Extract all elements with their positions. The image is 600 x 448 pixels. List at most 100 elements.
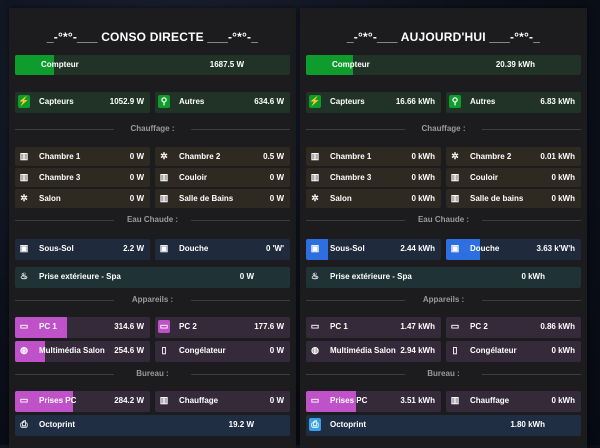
tile-prises-pc[interactable]: ▭ Prises PC 3.51 kWh bbox=[306, 391, 441, 412]
card-conso-directe: _-°*°-___ CONSO DIRECTE ___-°*°-_ Compte… bbox=[9, 8, 296, 448]
tile-salle-de-bains[interactable]: ▥ Salle de Bains 0 W bbox=[155, 189, 290, 208]
tile-couloir[interactable]: ▥ Couloir 0 W bbox=[155, 168, 290, 187]
tile-congelateur[interactable]: ▯ Congélateur 0 W bbox=[155, 341, 290, 362]
tile-label: PC 1 bbox=[330, 322, 348, 331]
water-heater-icon: ▣ bbox=[19, 243, 29, 253]
water-heater-icon: ▣ bbox=[310, 243, 320, 253]
tile-pc-2[interactable]: ▭ PC 2 0.86 kWh bbox=[446, 317, 581, 338]
tile-value: 254.6 W bbox=[114, 346, 144, 355]
section-title: Chauffage : bbox=[421, 124, 466, 133]
tile-multimedia-salon[interactable]: ◍ Multimédia Salon 2.94 kWh bbox=[306, 341, 441, 362]
sous-sol-level-bar bbox=[306, 239, 328, 260]
tile-label: Prises PC bbox=[330, 396, 368, 405]
tile-sous-sol[interactable]: ▣ Sous-Sol 2.44 kWh bbox=[306, 239, 441, 260]
section-title: Appareils : bbox=[422, 295, 465, 304]
tile-label: Couloir bbox=[470, 173, 498, 182]
tile-salon[interactable]: ✲ Salon 0 kWh bbox=[306, 189, 441, 208]
tile-autres[interactable]: ⚲ Autres 6.83 kWh bbox=[446, 92, 581, 113]
tile-autres[interactable]: ⚲ Autres 634.6 W bbox=[155, 92, 290, 113]
media-icon: ◍ bbox=[311, 345, 319, 355]
tile-value: 0 kWh bbox=[411, 194, 435, 203]
tile-prise-spa[interactable]: ♨ Prise extérieure - Spa 0 kWh bbox=[306, 267, 581, 288]
hvac-icon: ✲ bbox=[160, 151, 168, 161]
section-title: Chauffage : bbox=[130, 124, 175, 133]
tile-compteur[interactable]: Compteur 20.39 kWh bbox=[306, 55, 581, 75]
tile-prises-pc[interactable]: ▭ Prises PC 284.2 W bbox=[15, 391, 150, 412]
tile-label: Chambre 2 bbox=[470, 152, 512, 161]
tile-label: Multimédia Salon bbox=[39, 346, 105, 355]
radiator-icon: ▥ bbox=[159, 395, 169, 405]
tile-value: 0 kWh bbox=[411, 173, 435, 182]
tile-prise-spa[interactable]: ♨ Prise extérieure - Spa 0 W bbox=[15, 267, 290, 288]
monitor-icon: ▭ bbox=[19, 321, 29, 331]
tile-pc-2[interactable]: ▭ PC 2 177.6 W bbox=[155, 317, 290, 338]
tile-salon[interactable]: ✲ Salon 0 W bbox=[15, 189, 150, 208]
tile-couloir[interactable]: ▥ Couloir 0 kWh bbox=[446, 168, 581, 187]
tile-value: 0 kWh bbox=[551, 396, 575, 405]
section-chauffage: Chauffage : bbox=[15, 124, 290, 134]
tile-label: Chauffage bbox=[179, 396, 219, 405]
tile-congelateur[interactable]: ▯ Congélateur 0 kWh bbox=[446, 341, 581, 362]
tile-chambre-1[interactable]: ▥ Chambre 1 0 kWh bbox=[306, 147, 441, 166]
tile-label: PC 2 bbox=[470, 322, 488, 331]
tile-value: 20.39 kWh bbox=[495, 60, 535, 69]
section-bureau: Bureau : bbox=[15, 369, 290, 379]
tile-label: Salon bbox=[39, 194, 61, 203]
tile-label: Chambre 1 bbox=[39, 152, 81, 161]
tile-octoprint[interactable]: ⎙ Octoprint 1.80 kWh bbox=[306, 415, 581, 436]
tile-octoprint[interactable]: ⎙ Octoprint 19.2 W bbox=[15, 415, 290, 436]
tile-value: 0 W bbox=[129, 152, 144, 161]
tile-value: 0 W bbox=[269, 173, 284, 182]
multimedia-level-bar bbox=[15, 341, 45, 362]
tile-multimedia-salon[interactable]: ◍ Multimédia Salon 254.6 W bbox=[15, 341, 150, 362]
outlet-icon: ⚲ bbox=[158, 95, 170, 108]
tile-pc-1[interactable]: ▭ PC 1 314.6 W bbox=[15, 317, 150, 338]
tile-chambre-2[interactable]: ✲ Chambre 2 0.5 W bbox=[155, 147, 290, 166]
tile-label: Chauffage bbox=[470, 396, 510, 405]
tile-compteur[interactable]: Compteur 1687.5 W bbox=[15, 55, 290, 75]
douche-level-bar bbox=[446, 239, 480, 260]
tile-label: Multimédia Salon bbox=[330, 346, 396, 355]
section-eau-chaude: Eau Chaude : bbox=[306, 215, 581, 225]
tile-value: 1.47 kWh bbox=[400, 322, 435, 331]
tile-chambre-1[interactable]: ▥ Chambre 1 0 W bbox=[15, 147, 150, 166]
tile-chambre-2[interactable]: ✲ Chambre 2 0.01 kWh bbox=[446, 147, 581, 166]
monitor-icon: ▭ bbox=[19, 395, 29, 405]
card-aujourdhui: _-°*°-___ AUJOURD'HUI ___-°*°-_ Compteur… bbox=[300, 8, 587, 448]
tile-capteurs[interactable]: ⚡ Capteurs 1052.9 W bbox=[15, 92, 150, 113]
tile-value: 1687.5 W bbox=[209, 60, 244, 69]
section-appareils: Appareils : bbox=[15, 295, 290, 305]
tile-pc-1[interactable]: ▭ PC 1 1.47 kWh bbox=[306, 317, 441, 338]
tile-label: Couloir bbox=[179, 173, 207, 182]
tile-label: Prise extérieure - Spa bbox=[39, 272, 121, 281]
radiator-icon: ▥ bbox=[310, 151, 320, 161]
radiator-icon: ▥ bbox=[159, 172, 169, 182]
tile-value: 0 kWh bbox=[551, 194, 575, 203]
tile-label: Capteurs bbox=[39, 97, 74, 106]
tile-chambre-3[interactable]: ▥ Chambre 3 0 W bbox=[15, 168, 150, 187]
tile-douche[interactable]: ▣ Douche 3.63 k'W'h bbox=[446, 239, 581, 260]
tile-salle-de-bains[interactable]: ▥ Salle de bains 0 kWh bbox=[446, 189, 581, 208]
tile-value: 0 W bbox=[269, 346, 284, 355]
tile-label: Compteur bbox=[41, 60, 79, 69]
tile-douche[interactable]: ▣ Douche 0 'W' bbox=[155, 239, 290, 260]
tile-chambre-3[interactable]: ▥ Chambre 3 0 kWh bbox=[306, 168, 441, 187]
tile-value: 0 W bbox=[239, 272, 254, 281]
media-icon: ◍ bbox=[20, 345, 28, 355]
printer-icon: ⎙ bbox=[309, 418, 321, 431]
hot-tub-icon: ♨ bbox=[310, 271, 320, 281]
tile-capteurs[interactable]: ⚡ Capteurs 16.66 kWh bbox=[306, 92, 441, 113]
tile-label: Salon bbox=[330, 194, 352, 203]
radiator-icon: ▥ bbox=[450, 395, 460, 405]
section-bureau: Bureau : bbox=[306, 369, 581, 379]
tile-value: 1052.9 W bbox=[109, 97, 144, 106]
tile-label: Chambre 3 bbox=[39, 173, 81, 182]
hvac-icon: ✲ bbox=[451, 151, 459, 161]
tile-label: Octoprint bbox=[39, 420, 75, 429]
tile-chauffage-bureau[interactable]: ▥ Chauffage 0 W bbox=[155, 391, 290, 412]
tile-value: 0 W bbox=[269, 396, 284, 405]
tile-sous-sol[interactable]: ▣ Sous-Sol 2.2 W bbox=[15, 239, 150, 260]
tile-chauffage-bureau[interactable]: ▥ Chauffage 0 kWh bbox=[446, 391, 581, 412]
tile-label: Prise extérieure - Spa bbox=[330, 272, 412, 281]
section-chauffage: Chauffage : bbox=[306, 124, 581, 134]
